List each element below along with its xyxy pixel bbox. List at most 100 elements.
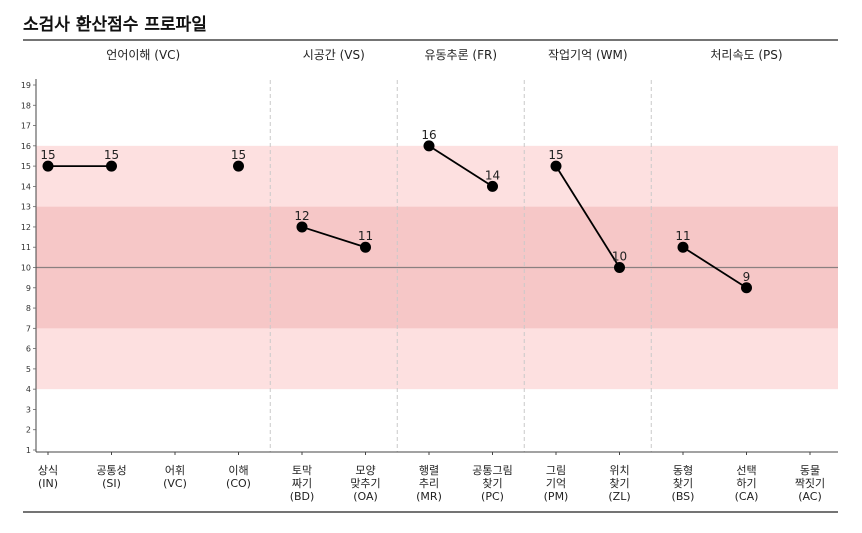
group-label: 시공간 (VS): [303, 48, 365, 62]
y-tick-label: 4: [26, 385, 31, 394]
category-label: 선택 하기 (CA): [735, 464, 759, 503]
category-label: 어휘 (VC): [163, 464, 187, 490]
category-label-line: 상식: [38, 464, 58, 477]
data-label: 15: [231, 148, 246, 162]
category-label-line: (PM): [544, 490, 569, 503]
category-label-line: 이해: [228, 463, 248, 477]
category-label: 그림 기억 (PM): [544, 464, 569, 503]
category-label: 토막 짜기 (BD): [290, 464, 315, 503]
category-label-line: (OA): [353, 490, 378, 503]
data-label: 16: [421, 128, 436, 142]
category-label-line: (MR): [416, 490, 442, 503]
category-label: 공통그림 찾기 (PC): [472, 464, 512, 503]
category-label: 공통성 (SI): [96, 464, 126, 490]
data-point: [550, 160, 562, 172]
series-segment: [301, 226, 366, 249]
category-label-line: 모양: [355, 464, 375, 477]
category-label-line: (BS): [672, 490, 695, 503]
y-tick-label: 7: [26, 324, 31, 333]
category-label-line: (IN): [38, 477, 58, 490]
category-label-line: (AC): [798, 490, 822, 503]
data-point: [360, 241, 371, 253]
data-label: 15: [548, 148, 563, 162]
data-point: [741, 282, 752, 294]
data-label: 11: [675, 229, 690, 243]
category-label: 상식 (IN): [38, 464, 58, 490]
category-label: 모양 맞추기 (OA): [350, 464, 380, 503]
data-label: 14: [485, 168, 500, 182]
group-label: 언어이해 (VC): [106, 48, 180, 62]
category-label-line: (VC): [163, 477, 187, 490]
category-label-line: 추리: [419, 477, 439, 490]
y-tick-label: 10: [21, 264, 31, 273]
data-label: 12: [294, 209, 309, 223]
data-point: [423, 140, 435, 152]
category-label: 행렬 추리 (MR): [416, 464, 442, 503]
category-label: 위치 찾기 (ZL): [608, 464, 630, 503]
category-label-line: 하기: [736, 476, 756, 490]
y-tick-label: 2: [26, 426, 31, 435]
y-tick-label: 3: [26, 405, 31, 414]
category-label-line: 짜기: [292, 477, 312, 490]
category-label-line: (PC): [481, 490, 504, 503]
y-tick-label: 9: [26, 284, 31, 293]
category-label-line: (BD): [290, 490, 315, 503]
series-segment: [428, 145, 493, 188]
category-label: 동형 찾기 (BS): [672, 464, 695, 503]
category-label-line: (ZL): [608, 490, 630, 503]
category-label-line: 토막: [292, 464, 312, 477]
y-tick-label: 16: [21, 142, 31, 151]
category-label-line: (CO): [226, 477, 251, 490]
category-label-line: 기억: [546, 477, 566, 490]
y-tick-label: 19: [21, 81, 31, 90]
category-label-line: 찾기: [673, 477, 693, 490]
data-label: 9: [743, 270, 751, 284]
y-tick-label: 11: [21, 243, 31, 252]
data-label: 10: [612, 250, 627, 264]
category-label-line: 공통성: [96, 464, 126, 477]
data-label: 15: [104, 148, 119, 162]
data-point: [487, 180, 498, 192]
y-tick-label: 13: [21, 203, 31, 212]
group-label: 작업기억 (WM): [548, 48, 628, 62]
series-segment: [555, 165, 621, 268]
group-label: 처리속도 (PS): [710, 48, 782, 62]
category-label-line: 동형: [673, 464, 693, 477]
data-point: [42, 160, 54, 172]
category-label-line: 찾기: [482, 477, 502, 490]
category-label-line: 위치: [609, 464, 629, 477]
category-label-line: 행렬: [419, 464, 439, 477]
y-tick-label: 18: [21, 101, 31, 110]
y-tick-label: 14: [21, 182, 31, 191]
category-label-line: 짝짓기: [795, 477, 825, 490]
category-label-line: 맞추기: [350, 477, 380, 490]
y-tick-label: 6: [26, 345, 31, 354]
category-label-line: 어휘: [165, 464, 185, 477]
category-label-line: 선택: [736, 464, 756, 477]
y-tick-label: 12: [21, 223, 31, 232]
category-label-line: (SI): [102, 477, 121, 490]
category-label-line: 찾기: [609, 477, 629, 490]
category-label-line: (CA): [735, 490, 759, 503]
data-label: 15: [40, 148, 55, 162]
category-label: 동물 짝짓기 (AC): [795, 464, 825, 503]
category-label: 이해 (CO): [226, 463, 251, 490]
data-point: [233, 160, 244, 172]
chart-title: 소검사 환산점수 프로파일: [23, 15, 207, 35]
category-label-line: 그림: [546, 464, 566, 477]
y-tick-label: 5: [26, 365, 31, 374]
series-segment: [682, 246, 747, 289]
y-tick-label: 15: [21, 162, 31, 171]
data-label: 11: [358, 229, 373, 243]
y-tick-label: 8: [26, 304, 31, 313]
group-label: 유동추론 (FR): [424, 48, 497, 62]
category-label-line: 동물: [800, 464, 820, 477]
category-label-line: 공통그림: [472, 464, 512, 477]
data-point: [106, 160, 117, 172]
y-tick-label: 17: [21, 122, 31, 131]
data-point: [296, 221, 308, 233]
data-point: [614, 262, 625, 273]
y-tick-label: 1: [26, 446, 31, 455]
